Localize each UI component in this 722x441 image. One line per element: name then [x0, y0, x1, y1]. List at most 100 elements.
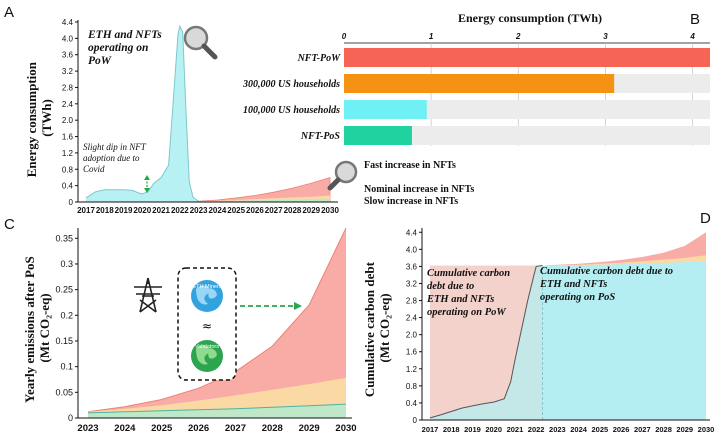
carbon-pow-line4: operating on PoW	[427, 307, 506, 318]
x-tick-label: 2029	[299, 423, 320, 434]
panel-b: Energy consumption (TWh) B 0 1 2 3 4 NFT-PoW…	[242, 11, 710, 146]
panel-d-ylabel: Cumulative carbon debt (Mt CO₂-eq)	[362, 259, 392, 397]
y-tick-label: 0	[68, 413, 73, 423]
x-tick-label: 2019	[464, 425, 481, 434]
x-tick-label: 2020	[485, 425, 502, 434]
carbon-pow-line2: debt due to	[427, 281, 474, 292]
panel-b-letter: B	[690, 11, 700, 28]
panel-c-ylabel: Yearly emissions after PoS (Mt CO₂-eq)	[22, 253, 52, 403]
y-tick-label: 0.1	[60, 362, 73, 372]
x-tick-label: 2030	[321, 206, 339, 215]
x-tick-label: 2027	[265, 206, 283, 215]
x-tick-label: 2024	[208, 206, 226, 215]
x-tick-label: 2023	[549, 425, 566, 434]
x-tick-label: 2025	[592, 425, 609, 434]
carbon-pos-annotation: Cumulative carbon debt due to ETH and NF…	[539, 266, 676, 303]
slow-increase-area	[198, 198, 330, 202]
globe-icon: Validators	[191, 340, 223, 372]
magnifier-icon	[183, 25, 218, 60]
bar-label-us-households-300k: 300,000 US households	[242, 79, 340, 90]
y-tick-label: 4.4	[62, 18, 74, 27]
y-tick-label: 2.4	[406, 314, 418, 323]
x-tick-label: 2026	[613, 425, 630, 434]
y-tick-label: 0.3	[60, 259, 73, 269]
fast-increase-label: Fast increase in NFTs	[364, 160, 456, 171]
slow-increase-area	[88, 404, 346, 418]
panel-c-ylabel-line1: Yearly emissions after PoS	[22, 256, 37, 403]
x-tick-label: 2018	[96, 206, 114, 215]
carbon-pow-annotation: Cumulative carbon debt due to ETH and NF…	[426, 268, 513, 318]
panel-c-letter: C	[4, 216, 15, 233]
y-tick-label: 3.6	[406, 262, 418, 271]
carbon-pos-line2: ETH and NFTs	[539, 279, 607, 290]
x-tick-label: 2028	[655, 425, 672, 434]
validators-label: Validators	[195, 344, 219, 350]
y-tick-label: 0.4	[406, 399, 418, 408]
y-tick-label: 0.2	[60, 310, 73, 320]
x-tick-label: 2017	[422, 425, 439, 434]
nominal-increase-label: Nominal increase in NFTs	[364, 184, 474, 195]
panel-a-letter: A	[4, 4, 14, 21]
panel-d-x-ticks: 2017 2018 2019 2020 2021 2022 2023 2024 2025 2026…	[422, 425, 715, 434]
slow-increase-label: Slow increase in NFTs	[364, 196, 458, 207]
covid-annotation: Slight dip in NFT adoption due to Covid	[83, 142, 148, 174]
eth-miners-label: ETH Miners	[192, 284, 221, 290]
pow-annotation: ETH and NFTs operating on PoW	[87, 29, 165, 67]
x-tick-label: 2019	[115, 206, 133, 215]
pow-cumulative-area	[430, 265, 543, 420]
y-tick-label: 1.6	[62, 133, 74, 142]
x-tick-label: 2026	[246, 206, 264, 215]
y-tick-label: 1.2	[62, 149, 74, 158]
x-tick-label: 2020	[133, 206, 151, 215]
covid-annotation-line2: adoption due to	[83, 153, 140, 163]
x-tick-label: 2028	[262, 423, 283, 434]
x-tick-label: 2027	[225, 423, 246, 434]
x-tick-label: 2029	[302, 206, 320, 215]
y-tick-label: 0.25	[55, 285, 73, 295]
x-tick-label: 2017	[77, 206, 95, 215]
y-tick-label: 0.8	[406, 382, 418, 391]
dip-arrow-icon	[144, 175, 150, 193]
y-tick-label: 0	[413, 416, 418, 425]
x-tick-label: 2	[515, 32, 521, 41]
panel-a-ylabel-line2: (TWh)	[39, 99, 54, 137]
x-tick-label: 4	[689, 32, 695, 41]
x-tick-label: 2028	[284, 206, 302, 215]
bar-label-nft-pow: NFT-PoW	[297, 53, 342, 64]
bar-background	[344, 100, 710, 119]
carbon-pow-line1: Cumulative carbon	[427, 268, 510, 279]
bar-background	[344, 126, 710, 145]
x-tick-label: 2030	[335, 423, 356, 434]
y-tick-label: 2.0	[406, 331, 418, 340]
fast-increase-area	[88, 228, 346, 418]
x-tick-label: 2024	[570, 425, 588, 434]
y-tick-label: 3.2	[406, 279, 418, 288]
y-tick-label: 1.6	[406, 348, 418, 357]
x-tick-label: 2023	[190, 206, 208, 215]
dashed-arrow-icon	[240, 302, 302, 310]
covid-annotation-line3: Covid	[83, 164, 105, 174]
x-tick-label: 2030	[698, 425, 715, 434]
bar-us-households-100k	[344, 100, 427, 119]
globe-icon: ETH Miners	[191, 280, 223, 312]
y-tick-label: 2.4	[62, 100, 74, 109]
bar-nft-pos	[344, 126, 412, 145]
pow-line	[85, 24, 199, 202]
x-tick-label: 1	[429, 32, 434, 41]
bar-label-nft-pos: NFT-PoS	[300, 131, 341, 142]
panel-c-marks	[87, 227, 347, 418]
approx-sign: ≈	[202, 319, 212, 333]
panel-a-x-ticks: 2017 2018 2019 2020 2021 2022 2023 2024 2025 2026…	[77, 206, 339, 215]
y-tick-label: 2.8	[406, 297, 418, 306]
power-tower-icon	[134, 277, 162, 313]
panel-d-ylabel-line1: Cumulative carbon debt	[362, 261, 377, 397]
miners-validators-box: ETH Miners ≈ Validators	[177, 267, 237, 381]
pos-cumulative-area	[542, 261, 706, 420]
x-tick-label: 0	[342, 32, 347, 41]
x-tick-label: 2027	[634, 425, 651, 434]
carbon-pow-line3: ETH and NFTs	[426, 294, 494, 305]
y-tick-label: 4.0	[62, 34, 74, 43]
panel-b-marks: NFT-PoW 300,000 US households 100,000 US h…	[242, 48, 710, 145]
slow-increase-line	[87, 403, 347, 414]
